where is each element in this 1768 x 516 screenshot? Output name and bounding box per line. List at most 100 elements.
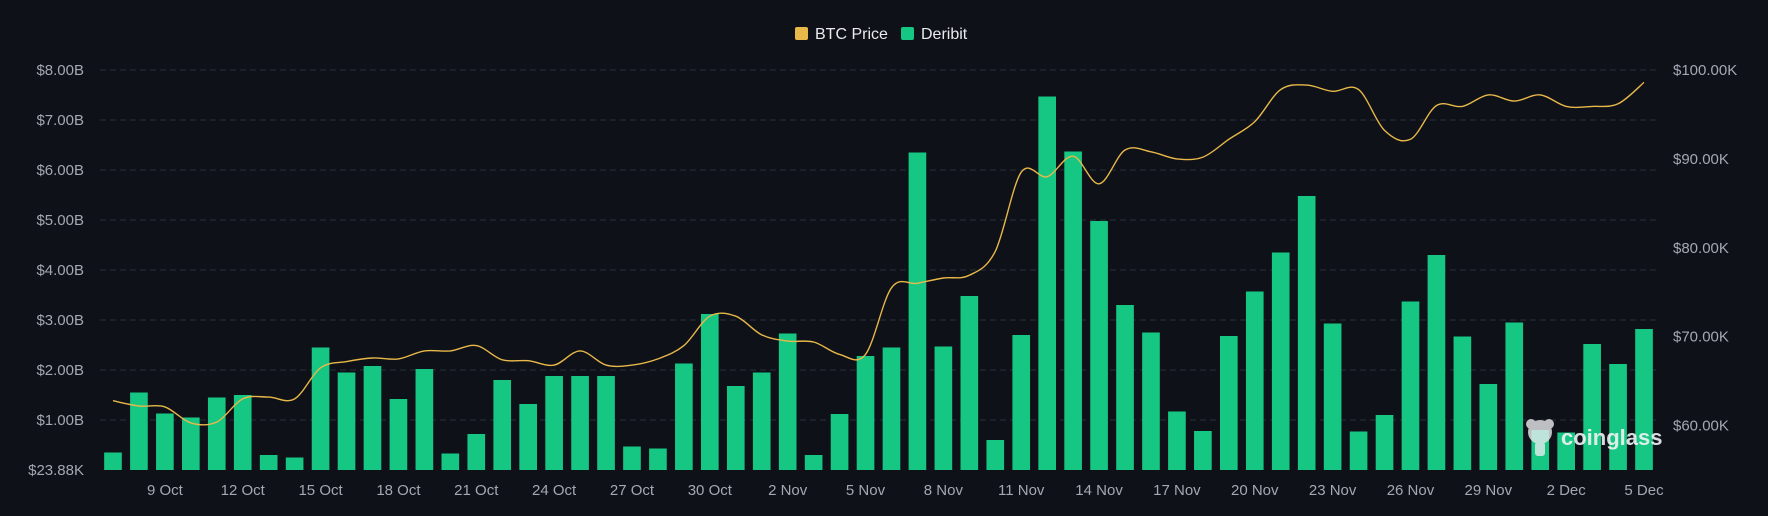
bar-deribit xyxy=(1401,301,1420,470)
bar-deribit xyxy=(597,376,615,470)
y-left-tick-label: $8.00B xyxy=(36,62,84,79)
deribit-bars xyxy=(104,96,1653,470)
bar-deribit xyxy=(1557,432,1575,470)
bar-deribit xyxy=(467,434,486,470)
bar-deribit xyxy=(804,455,823,470)
bar-deribit xyxy=(701,314,719,470)
bar-deribit xyxy=(1038,96,1056,470)
bar-deribit xyxy=(519,404,537,470)
bar-deribit xyxy=(649,448,667,470)
bar-deribit xyxy=(1323,323,1342,470)
bar-deribit xyxy=(1375,415,1394,470)
bar-deribit xyxy=(726,386,745,470)
bar-deribit xyxy=(182,417,200,470)
y-left-tick-label: $3.00B xyxy=(36,312,84,329)
bar-deribit xyxy=(1583,344,1601,470)
y-left-tick-label: $1.00B xyxy=(36,412,84,429)
x-tick-label: 2 Dec xyxy=(1547,482,1587,499)
btc-price-line xyxy=(112,81,1645,426)
x-tick-label: 9 Oct xyxy=(147,482,184,499)
right-y-axis: $60.00K $70.00K $80.00K $90.00K $100.00K xyxy=(1673,62,1737,435)
x-tick-label: 26 Nov xyxy=(1387,482,1435,499)
y-left-tick-label: $4.00B xyxy=(36,262,84,279)
y-right-tick-label: $80.00K xyxy=(1673,240,1729,257)
x-tick-label: 15 Oct xyxy=(298,482,343,499)
x-tick-label: 29 Nov xyxy=(1465,482,1513,499)
bar-deribit xyxy=(1116,305,1134,470)
x-tick-label: 2 Nov xyxy=(768,482,808,499)
bar-deribit xyxy=(1168,411,1186,470)
x-tick-label: 17 Nov xyxy=(1153,482,1201,499)
bar-deribit xyxy=(130,392,148,470)
y-left-tick-label: $7.00B xyxy=(36,112,84,129)
bar-deribit xyxy=(1427,255,1446,470)
x-tick-label: 8 Nov xyxy=(924,482,964,499)
bar-deribit xyxy=(207,397,226,470)
bar-deribit xyxy=(1245,291,1264,470)
y-right-tick-label: $90.00K xyxy=(1673,151,1729,168)
coinglass-logo-icon xyxy=(1526,419,1554,456)
bar-deribit xyxy=(389,399,408,470)
bar-deribit xyxy=(1297,196,1316,470)
x-tick-label: 23 Nov xyxy=(1309,482,1357,499)
bar-deribit xyxy=(363,366,382,470)
bar-deribit xyxy=(1064,151,1082,470)
watermark-text: coinglass xyxy=(1561,425,1662,450)
bar-deribit xyxy=(285,457,304,470)
bar-deribit xyxy=(1271,252,1290,470)
bar-deribit xyxy=(545,376,563,470)
bar-deribit xyxy=(778,333,797,470)
y-left-tick-label: $6.00B xyxy=(36,162,84,179)
bar-deribit xyxy=(1012,335,1031,470)
bar-deribit xyxy=(1453,336,1472,470)
legend: BTC Price Deribit xyxy=(795,26,968,43)
y-right-tick-label: $100.00K xyxy=(1673,62,1737,79)
bar-deribit xyxy=(415,369,434,470)
x-tick-label: 24 Oct xyxy=(532,482,577,499)
bar-deribit xyxy=(830,414,849,470)
legend-item-deribit[interactable]: Deribit xyxy=(901,26,968,43)
bar-deribit xyxy=(259,455,278,470)
bar-deribit xyxy=(752,372,771,470)
bar-deribit xyxy=(856,356,875,470)
bar-deribit xyxy=(156,413,174,470)
bar-deribit xyxy=(1505,322,1524,470)
legend-label-btc-price: BTC Price xyxy=(815,26,888,43)
x-tick-label: 18 Oct xyxy=(376,482,421,499)
bar-deribit xyxy=(233,395,252,470)
x-tick-label: 11 Nov xyxy=(998,482,1045,499)
legend-item-btc-price[interactable]: BTC Price xyxy=(795,26,888,43)
x-tick-label: 14 Nov xyxy=(1075,482,1123,499)
coinglass-watermark: coinglass xyxy=(1526,419,1662,456)
legend-swatch-btc-price xyxy=(795,27,808,40)
bar-deribit xyxy=(441,453,460,470)
x-tick-label: 12 Oct xyxy=(221,482,266,499)
bar-deribit xyxy=(986,440,1005,470)
x-tick-label: 27 Oct xyxy=(610,482,655,499)
x-tick-label: 5 Dec xyxy=(1624,482,1664,499)
left-y-axis: $23.88K $1.00B $2.00B $3.00B $4.00B $5.00B $6.… xyxy=(28,62,84,479)
x-tick-label: 21 Oct xyxy=(454,482,499,499)
bar-deribit xyxy=(882,347,901,470)
bar-deribit xyxy=(571,376,589,470)
bar-deribit xyxy=(104,452,122,470)
bar-deribit xyxy=(1609,364,1627,470)
bar-deribit xyxy=(960,296,979,470)
bar-deribit xyxy=(1194,431,1212,470)
x-tick-label: 30 Oct xyxy=(688,482,733,499)
y-left-tick-label: $5.00B xyxy=(36,212,84,229)
legend-label-deribit: Deribit xyxy=(921,26,968,43)
legend-swatch-deribit xyxy=(901,27,914,40)
y-right-tick-label: $60.00K xyxy=(1673,418,1729,435)
bar-deribit xyxy=(337,372,356,470)
bar-deribit xyxy=(1349,431,1368,470)
bar-deribit xyxy=(1635,329,1653,470)
bar-deribit xyxy=(623,446,641,470)
x-axis: 9 Oct 12 Oct 15 Oct 18 Oct 21 Oct 24 Oct 27 Oc… xyxy=(147,482,1664,499)
bar-deribit xyxy=(1220,336,1238,470)
bar-deribit xyxy=(1479,384,1498,470)
bar-deribit xyxy=(1090,221,1108,470)
bar-deribit xyxy=(908,152,927,470)
